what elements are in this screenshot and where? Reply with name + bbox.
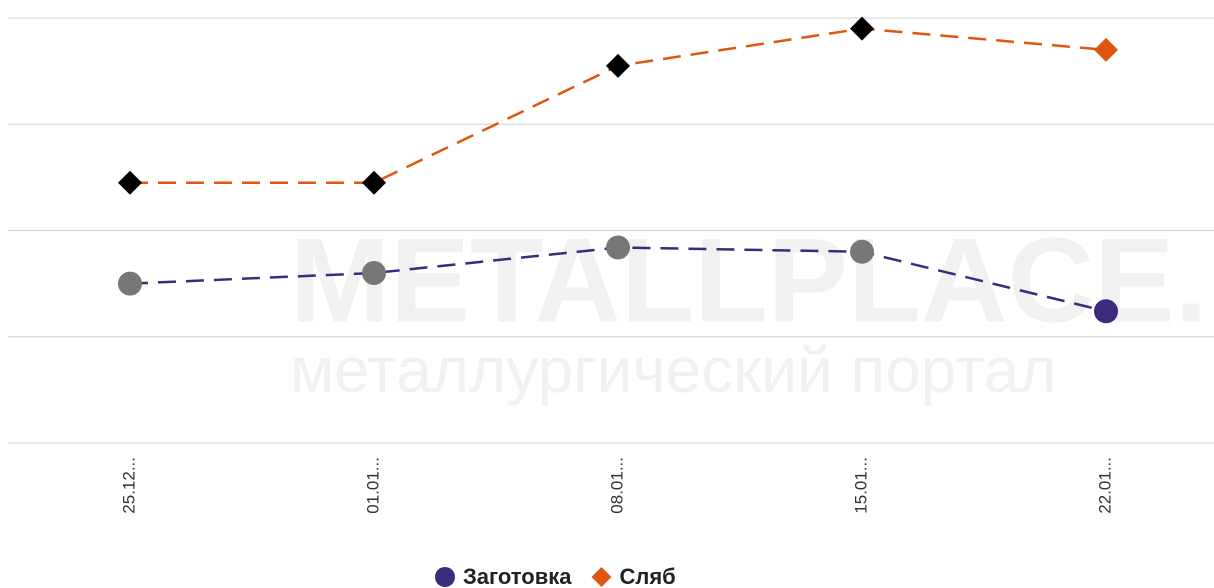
x-tick-label: 25.12... (119, 457, 138, 514)
point (606, 53, 630, 78)
point (118, 271, 142, 296)
x-tick-label: 01.01... (363, 457, 382, 514)
legend-label: Сляб (619, 564, 675, 588)
point (1094, 37, 1118, 62)
point (362, 170, 386, 195)
point (850, 239, 874, 264)
legend-marker (435, 567, 455, 587)
legend-item: Сляб (591, 564, 676, 588)
watermark: METALLPLACE.RU металлургический портал (290, 214, 1214, 406)
point (606, 235, 630, 260)
point (1094, 299, 1118, 324)
x-tick-label: 08.01... (607, 457, 626, 514)
x-tick-label: 22.01... (1095, 457, 1114, 514)
legend-label: Заготовка (463, 564, 572, 588)
point (118, 170, 142, 195)
series-line (130, 27, 1107, 184)
watermark-subtitle: металлургический портал (290, 334, 1057, 406)
point (362, 261, 386, 285)
x-tick-label: 15.01... (851, 457, 870, 514)
legend-item: Заготовка (435, 564, 572, 588)
point (850, 16, 874, 41)
watermark-title: METALLPLACE.RU (290, 214, 1214, 348)
legend-marker (591, 567, 612, 587)
